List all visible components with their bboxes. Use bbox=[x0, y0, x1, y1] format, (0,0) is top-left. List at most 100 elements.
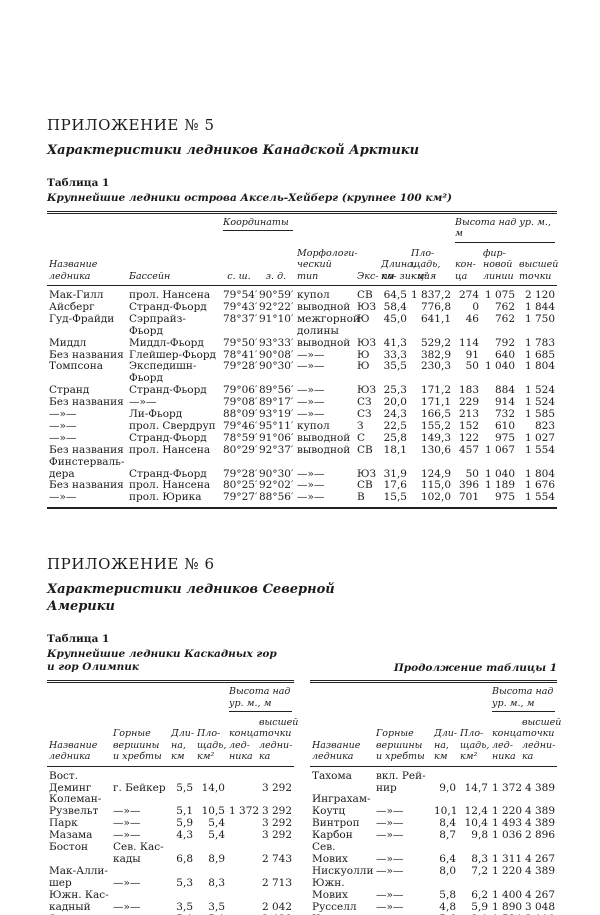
table-cell: Мак-Алли- шер bbox=[49, 864, 108, 889]
table-cell: 45,0 bbox=[383, 312, 407, 325]
table-cell: —»— bbox=[297, 384, 325, 397]
table-cell: 1 890 bbox=[492, 900, 523, 913]
table-cell: 149,3 bbox=[420, 431, 451, 444]
table-cell: —»— bbox=[113, 900, 141, 913]
col-header-exposure: Экс- по- зи- ция bbox=[357, 270, 437, 282]
table-cell: 122 bbox=[458, 431, 479, 444]
table-row: Мак-Гилл прол. Нансена 79°54′ 90°59′ купол СВ… bbox=[47, 285, 557, 301]
table-cell: 0 bbox=[472, 300, 479, 313]
table-cell: В bbox=[357, 491, 365, 504]
table-cell: вкл. Рей- нир bbox=[376, 769, 426, 794]
table-cell: СВ bbox=[357, 288, 373, 301]
table-cell: Ю bbox=[357, 348, 370, 361]
table-row: —»— Странд-Фьорд 78°59′ 91°06′ выводной С 25,8… bbox=[47, 431, 557, 445]
table-cell: —»— bbox=[111, 913, 169, 915]
table-cell: 1 524 bbox=[524, 384, 555, 397]
col-header-coordinates: Координаты bbox=[221, 213, 295, 246]
table-cell: 3 110 bbox=[520, 913, 557, 915]
table-cell: 79°28′ bbox=[223, 360, 258, 373]
col-header-glacier-name: Название ледника bbox=[49, 259, 98, 282]
table-row: Вост. Деминг г. Бейкер 5,5 14,0 3 292 bbox=[47, 766, 294, 794]
table-cell: 31,9 bbox=[383, 467, 407, 480]
col-header-highest-point: высшей точки ледни- ка bbox=[522, 717, 562, 763]
table-cell: 1 524 bbox=[524, 396, 555, 409]
col-header-longitude: з. д. bbox=[265, 270, 287, 282]
col-header-terminus-height: конца лед- ника bbox=[229, 728, 259, 763]
table-cell: 5,1 bbox=[195, 913, 227, 915]
col-header-area: Пло- щадь, км² bbox=[460, 728, 490, 763]
table-cell: 88°56′ bbox=[259, 491, 294, 504]
table-cell: Бостон bbox=[49, 841, 89, 854]
table-cell: 701 bbox=[458, 491, 479, 504]
table-row: Странд Странд-Фьорд 79°06′ 89°56′ —»— ЮЗ 25,3 1… bbox=[47, 384, 557, 397]
table-cell: 9,8 bbox=[471, 829, 488, 842]
table-cell: 6,8 bbox=[176, 853, 193, 865]
height-spanner-label: Высота над ур. м., м bbox=[492, 686, 555, 713]
table-cell: Странд bbox=[49, 384, 90, 397]
col-header-morph-type: Морфологи- ческий тип bbox=[297, 247, 358, 282]
table-cell: Тахома bbox=[312, 769, 352, 782]
table-cell: 732 bbox=[494, 408, 515, 421]
table-cell: —»— bbox=[374, 913, 432, 915]
table-cell: 1 493 bbox=[492, 817, 523, 830]
table-cell: 4 389 bbox=[524, 805, 555, 818]
table-cell bbox=[221, 457, 257, 469]
col-header-glacier-name: Название ледника bbox=[312, 739, 361, 763]
table-cell: Сев. Кас- кады bbox=[113, 841, 164, 865]
header-row-spanners: Название ледника Горные вершины и хребты… bbox=[47, 682, 294, 762]
table-cell bbox=[481, 457, 517, 469]
table-cell: 24,3 bbox=[383, 408, 407, 421]
table-row: Южн. Мових —»— 5,8 6,2 1 400 4 267 bbox=[310, 877, 557, 902]
table-row: Карбон —»— 8,7 9,8 1 036 2 896 bbox=[310, 829, 557, 842]
table-cell: 3 292 bbox=[261, 781, 292, 794]
table-cell: 1 676 bbox=[524, 479, 555, 492]
table-cell: 5,1 bbox=[169, 913, 195, 915]
table-cell: 91°06′ bbox=[259, 431, 294, 444]
table-cell: 2 042 bbox=[261, 900, 292, 913]
table-cell: 762 bbox=[494, 312, 515, 325]
table-cell: 92°37′ bbox=[259, 443, 294, 456]
table-cell: —»— bbox=[129, 396, 157, 409]
table-cell: 2 743 bbox=[261, 853, 292, 865]
table-row: Парк —»— 5,9 5,4 3 292 bbox=[47, 817, 294, 830]
table-cell: 93°19′ bbox=[259, 408, 294, 421]
appendix-5-table-wrap: Название ледника Бассейн Координаты Морф… bbox=[47, 211, 558, 510]
table-cell bbox=[295, 457, 355, 469]
appendix-6-section: ПРИЛОЖЕНИЕ № 6 Характеристики ледников С… bbox=[47, 555, 562, 915]
table-cell: 95°11′ bbox=[259, 419, 294, 432]
table-cell: 8,7 bbox=[439, 829, 456, 842]
table-row: Гуд-Фрайди Сэрпрайз-Фьорд 78°37′ 91°10′ межг… bbox=[47, 312, 557, 338]
table-cell: Сэрпрайз-Фьорд bbox=[129, 312, 186, 337]
table-cell: СЗ bbox=[357, 396, 372, 409]
table-cell: 124,9 bbox=[420, 467, 451, 480]
table-cell: межгорной долины bbox=[297, 312, 360, 337]
table-cell bbox=[257, 457, 295, 469]
table-cell: Гуд-Фрайди bbox=[49, 312, 115, 325]
table-row: Томпсона Экспедишн-Фьорд 79°28′ 90°30′ —»— Ю 3… bbox=[47, 361, 557, 385]
table-cell: 17,6 bbox=[383, 479, 407, 492]
table-cell: СЗ bbox=[357, 408, 372, 421]
table-cell: 1 685 bbox=[524, 348, 555, 361]
table-cell: —»— bbox=[297, 396, 325, 409]
table-row: Винтроп —»— 8,4 10,4 1 493 4 389 bbox=[310, 817, 557, 830]
table-cell: 1 585 bbox=[524, 408, 555, 421]
table-row: —»— прол. Юрика 79°27′ 88°56′ —»— В 15,5 102,0 7… bbox=[47, 491, 557, 508]
table-cell: 3 292 bbox=[261, 805, 292, 818]
table-cell: 641,1 bbox=[420, 312, 451, 325]
table-continuation-label: Продолжение таблицы 1 bbox=[393, 662, 557, 675]
table-cell: Томпсона bbox=[49, 360, 103, 373]
table-cell: 89°56′ bbox=[259, 384, 294, 397]
height-spanner-label: Высота над ур. м., м bbox=[455, 217, 555, 243]
coordinates-spanner-label: Координаты bbox=[223, 217, 293, 232]
table-cell: 91°10′ bbox=[259, 312, 294, 325]
table-cell: 884 bbox=[494, 384, 515, 397]
table-cell: 155,2 bbox=[420, 419, 451, 432]
table-cell bbox=[227, 766, 257, 794]
table-cell: 5,6 bbox=[432, 913, 458, 915]
table-cell: 8,3 bbox=[471, 853, 488, 865]
table-cell: Странд-Фьорд bbox=[129, 384, 207, 397]
table-cell bbox=[409, 457, 453, 469]
table-cell: Парк bbox=[49, 817, 78, 830]
col-header-basin: Бассейн bbox=[129, 270, 171, 282]
table-cell: 1 220 bbox=[492, 805, 523, 818]
